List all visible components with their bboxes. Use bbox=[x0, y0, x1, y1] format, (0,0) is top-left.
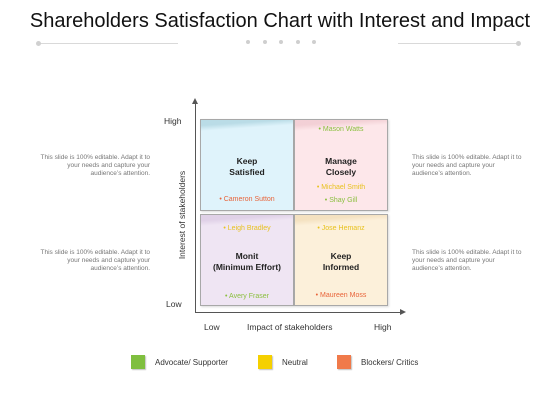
quadrant-heading: Manage Closely bbox=[325, 156, 357, 177]
legend-advocate-supporter: Advocate/ Supporter bbox=[131, 355, 228, 369]
folded-corner bbox=[295, 215, 387, 227]
y-axis-arrow-icon bbox=[192, 98, 198, 104]
title-rule-right bbox=[398, 43, 518, 44]
stakeholder-name: • Leigh Bradley bbox=[223, 225, 271, 232]
stakeholder-name: • Cameron Sutton bbox=[219, 196, 275, 203]
y-axis-title: Interest of stakeholders bbox=[177, 170, 187, 260]
y-axis-low-label: Low bbox=[166, 299, 182, 309]
legend-swatch bbox=[131, 355, 145, 369]
title-divider-dots bbox=[246, 40, 316, 44]
side-note-bottom-left: This slide is 100% editable. Adapt it to… bbox=[40, 249, 150, 272]
legend-blockers-critics: Blockers/ Critics bbox=[337, 355, 418, 369]
y-axis-high-label: High bbox=[164, 116, 182, 126]
stakeholder-name: • Mason Watts bbox=[318, 126, 364, 133]
title-rule-left bbox=[38, 43, 178, 44]
quadrant-heading: Keep Informed bbox=[322, 251, 360, 272]
page-title: Shareholders Satisfaction Chart with Int… bbox=[29, 10, 531, 32]
stakeholder-name: • Maureen Moss bbox=[315, 292, 367, 299]
legend-swatch bbox=[258, 355, 272, 369]
x-axis-title: Impact of stakeholders bbox=[247, 322, 333, 332]
legend-label: Advocate/ Supporter bbox=[155, 357, 228, 367]
quadrant-keep-informed: • Jose Hemanz Keep Informed • Maureen Mo… bbox=[294, 214, 388, 306]
quadrant-keep-satisfied: Keep Satisfied • Cameron Sutton bbox=[200, 119, 294, 211]
legend-neutral: Neutral bbox=[258, 355, 308, 369]
rule-end-dot-right bbox=[516, 41, 521, 46]
legend-label: Blockers/ Critics bbox=[361, 357, 419, 367]
x-axis-high-label: High bbox=[374, 322, 392, 332]
stakeholder-name: • Michael Smith bbox=[316, 184, 366, 191]
folded-corner bbox=[295, 120, 387, 132]
stakeholder-name: • Avery Fraser bbox=[225, 293, 269, 300]
quadrant-monitor-minimum-effort: • Leigh Bradley Monit (Minimum Effort) •… bbox=[200, 214, 294, 306]
x-axis-arrow-icon bbox=[400, 309, 406, 315]
quadrant-manage-closely: • Mason Watts Manage Closely • Michael S… bbox=[294, 119, 388, 211]
legend-label: Neutral bbox=[282, 357, 308, 367]
folded-corner bbox=[201, 215, 293, 227]
x-axis-line bbox=[195, 312, 401, 313]
rule-end-dot-left bbox=[36, 41, 41, 46]
side-note-top-right: This slide is 100% editable. Adapt it to… bbox=[412, 154, 522, 177]
side-note-bottom-right: This slide is 100% editable. Adapt it to… bbox=[412, 249, 522, 272]
side-note-top-left: This slide is 100% editable. Adapt it to… bbox=[40, 154, 150, 177]
stakeholder-name: • Shay Gill bbox=[324, 197, 358, 204]
y-axis-line bbox=[195, 102, 196, 313]
folded-corner bbox=[201, 120, 293, 132]
quadrant-heading: Monit (Minimum Effort) bbox=[213, 251, 281, 272]
quadrant-heading: Keep Satisfied bbox=[229, 156, 265, 177]
legend-swatch bbox=[337, 355, 351, 369]
stakeholder-name: • Jose Hemanz bbox=[317, 225, 365, 232]
x-axis-low-label: Low bbox=[204, 322, 220, 332]
